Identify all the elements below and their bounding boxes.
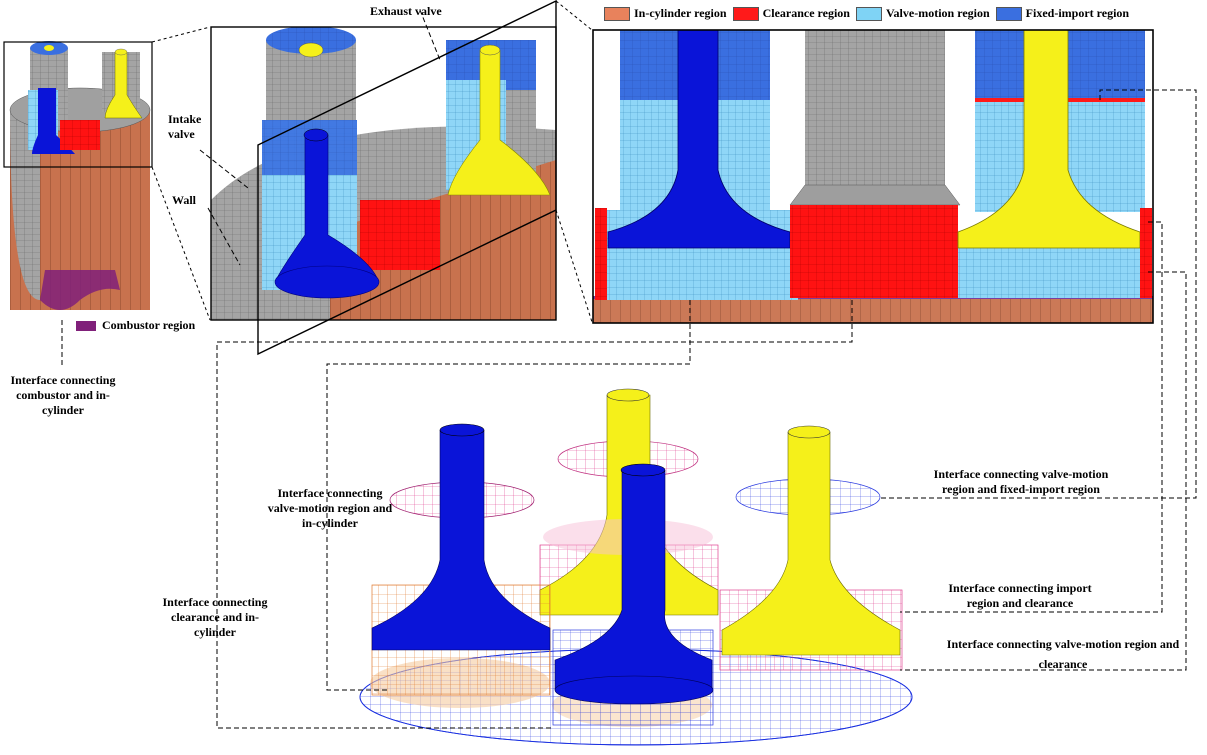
- label-iface-valve-clear: Interface connecting valve-motion region…: [946, 637, 1180, 671]
- leader-lines: [61, 9, 1197, 729]
- leader-import-clear: [900, 221, 1163, 613]
- leader-clearance-incyl: [216, 300, 853, 729]
- legend-item-clearance: Clearance region: [732, 6, 850, 21]
- overview-zoom-box: [3, 41, 153, 168]
- legend-item-valve-motion: Valve-motion region: [855, 6, 990, 21]
- zoom-connector-top: [151, 26, 211, 43]
- legend-item-fixed-import: Fixed-import region: [995, 6, 1130, 21]
- leader-valve-clear: [900, 271, 1187, 671]
- legend-swatch: [732, 6, 759, 21]
- label-wall: Wall: [172, 193, 197, 207]
- leader-exhaust-valve: [419, 9, 441, 61]
- section-connector-bottom: [555, 209, 593, 323]
- legend-swatch: [855, 6, 882, 21]
- zoom-view-model: [211, 27, 556, 320]
- combustor-swatch: [76, 320, 96, 331]
- region-legend: In-cylinder region Clearance region Valv…: [604, 6, 1135, 21]
- label-iface-import-clear: Interface connecting import region and c…: [948, 581, 1092, 610]
- label-iface-clear-incyl: Interface connecting clearance and in-cy…: [162, 595, 268, 639]
- section-view-frame: [592, 29, 1154, 324]
- leader-valve-incyl: [326, 300, 691, 691]
- label-iface-combustor: Interface connecting combustor and in-cy…: [10, 373, 116, 417]
- zoom-connector-bottom: [151, 166, 211, 321]
- interface-mesh-model: [359, 388, 913, 746]
- overview-engine-model: [9, 41, 151, 310]
- legend-label: Valve-motion region: [885, 6, 990, 20]
- section-connector-top: [555, 0, 593, 31]
- legend-item-in-cylinder: In-cylinder region: [604, 6, 727, 21]
- label-intake-valve: Intake valve: [168, 112, 202, 141]
- leader-intake-valve: [199, 149, 249, 189]
- label-iface-valve-incyl: Interface connecting valve-motion region…: [267, 486, 393, 530]
- combustor-legend: Combustor region: [76, 318, 195, 333]
- legend-label: Clearance region: [762, 6, 850, 20]
- section-view-model: [593, 30, 1153, 323]
- legend-label: Fixed-import region: [1025, 6, 1130, 20]
- label-iface-valve-fixed: Interface connecting valve-motion region…: [933, 467, 1109, 496]
- leader-valve-fixed: [880, 89, 1197, 499]
- legend-swatch: [995, 6, 1022, 21]
- label-exhaust-valve: Exhaust valve: [370, 4, 442, 18]
- leader-wall: [207, 207, 241, 266]
- legend-swatch: [604, 6, 630, 21]
- legend-label: In-cylinder region: [634, 6, 727, 20]
- combustor-legend-label: Combustor region: [102, 318, 196, 332]
